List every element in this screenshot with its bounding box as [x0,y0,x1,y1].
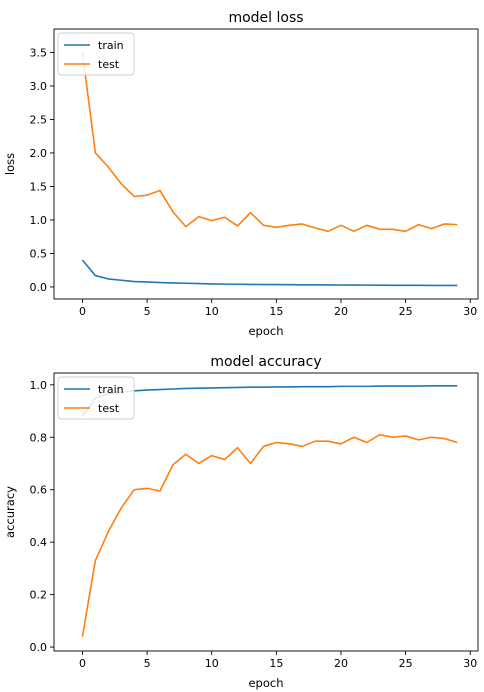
y-tick-label: 2.0 [30,147,48,160]
x-tick-label: 10 [205,305,219,318]
x-axis-label: epoch [248,676,283,690]
loss-chart: model loss 0 5 10 15 20 25 30 0.0 0.5 1.0 1.5 2.0 2.5… [3,10,479,338]
y-tick-label: 1.0 [30,379,48,392]
x-tick-label: 20 [334,657,348,670]
chart-title: model loss [228,10,303,26]
x-tick-label: 0 [79,305,86,318]
series-line-train [81,385,458,417]
x-tick-label: 20 [334,305,348,318]
y-tick-label: 0.6 [30,484,48,497]
plot-frame [53,28,479,300]
legend-label-train: train [98,383,124,396]
plot-frame [53,372,479,652]
legend-label-test: test [98,58,120,71]
y-tick-label: 0.4 [30,536,48,549]
x-tick-label: 25 [399,657,413,670]
y-tick-label: 1.0 [30,214,48,227]
y-tick-label: 3.5 [30,46,48,59]
series-line-test [81,52,458,233]
x-tick-label: 30 [463,305,477,318]
x-axis-label: epoch [248,324,283,338]
y-tick-label: 0.8 [30,431,48,444]
x-tick-label: 30 [463,657,477,670]
legend-label-test: test [98,402,120,415]
y-tick-label: 0.0 [30,281,48,294]
accuracy-chart: model accuracy 0 5 10 15 20 25 30 0.0 0.2 0.4 0.6 0.… [3,354,479,690]
y-tick-label: 1.5 [30,180,48,193]
x-tick-label: 15 [269,657,283,670]
x-tick-label: 25 [399,305,413,318]
series-line-train [81,259,458,287]
y-tick-label: 0.2 [30,589,48,602]
series-line-test [81,433,458,637]
x-tick-label: 5 [144,305,151,318]
y-tick-label: 0.5 [30,247,48,260]
y-axis-label: loss [3,153,17,175]
y-tick-label: 3.0 [30,80,48,93]
legend-label-train: train [98,39,124,52]
x-tick-label: 5 [144,657,151,670]
y-tick-label: 0.0 [30,641,48,654]
x-tick-label: 15 [269,305,283,318]
y-axis-label: accuracy [3,486,17,538]
chart-title: model accuracy [210,354,321,370]
x-tick-label: 10 [205,657,219,670]
x-tick-label: 0 [79,657,86,670]
y-tick-label: 2.5 [30,113,48,126]
